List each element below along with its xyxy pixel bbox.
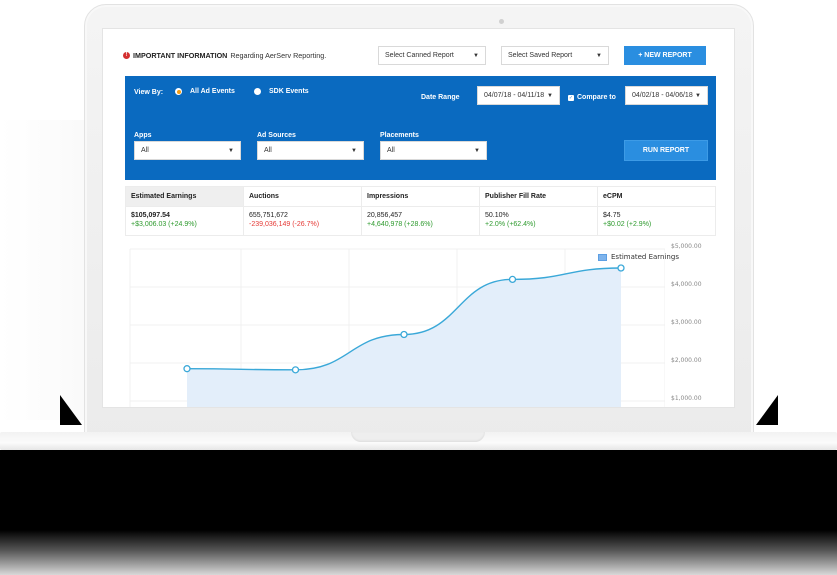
data-point[interactable] [183,365,191,373]
metric-ecpm[interactable]: eCPM $4.75 +$0.02 (+2.9%) [598,187,715,235]
date-range-label: Date Range [421,94,460,101]
metric-delta: -239,036,149 (-26.7%) [249,221,320,228]
metric-auctions[interactable]: Auctions 655,751,672 -239,036,149 (-26.7… [244,187,362,235]
metric-estimated-earnings[interactable]: Estimated Earnings $105,097.54 +$3,006.0… [126,187,244,235]
metric-delta: +$0.02 (+2.9%) [603,221,652,228]
caret-down-icon: ▼ [695,92,701,99]
caret-down-icon: ▼ [228,147,234,154]
compare-to-checkbox[interactable]: ✓ Compare to [568,94,616,101]
apps-value: All [141,147,149,154]
earnings-chart: Estimated Earnings $5,000.00 $4,000.00 $… [125,241,734,407]
metric-value: 655,751,672 [249,212,288,219]
date-range-value: 04/07/18 - 04/11/18 [484,92,545,99]
placements-select[interactable]: All ▼ [380,141,487,160]
y-tick-label: $3,000.00 [671,319,702,326]
metric-value: $105,097.54 [131,212,170,219]
laptop-shadow-left [60,395,82,425]
laptop-shadow-right [756,395,778,425]
y-tick-label: $1,000.00 [671,395,702,402]
ad-sources-value: All [264,147,272,154]
radio-all-ad-events[interactable]: All Ad Events [175,88,235,95]
caret-down-icon: ▼ [547,92,553,99]
placements-label: Placements [380,132,419,139]
data-point[interactable] [400,330,408,339]
canned-report-select[interactable]: Select Canned Report ▼ [378,46,486,65]
ad-sources-select[interactable]: All ▼ [257,141,364,160]
radio-label: All Ad Events [190,88,235,95]
radio-unchecked-icon [254,88,261,95]
saved-report-value: Select Saved Report [508,52,573,59]
floor-reflection [0,530,837,575]
metric-value: 20,856,457 [367,212,403,219]
radio-checked-icon [175,88,182,95]
saved-report-select[interactable]: Select Saved Report ▼ [501,46,609,65]
metric-title: Publisher Fill Rate [480,187,597,207]
canned-report-value: Select Canned Report [385,52,454,59]
metric-delta: +$3,006.03 (+24.9%) [131,221,197,228]
data-point[interactable] [291,366,300,374]
metric-title: Estimated Earnings [126,187,243,207]
floor-shadow [0,450,837,530]
apps-select[interactable]: All ▼ [134,141,241,160]
metric-title: Impressions [362,187,479,207]
legend-label: Estimated Earnings [611,253,679,261]
radio-sdk-events[interactable]: SDK Events [254,88,309,95]
caret-down-icon: ▼ [474,147,480,154]
data-point[interactable] [617,264,625,272]
caret-down-icon: ▼ [473,52,479,59]
run-report-button[interactable]: RUN REPORT [625,141,707,160]
chart-plot-area [129,248,665,407]
metric-publisher-fill-rate[interactable]: Publisher Fill Rate 50.10% +2.0% (+62.4%… [480,187,598,235]
y-tick-label: $2,000.00 [671,357,702,364]
placements-value: All [387,147,395,154]
compare-to-label: Compare to [577,94,616,101]
caret-down-icon: ▼ [351,147,357,154]
compare-range-value: 04/02/18 - 04/06/18 [632,92,693,99]
checkbox-checked-icon: ✓ [568,94,574,101]
y-tick-label: $4,000.00 [671,281,702,288]
laptop-opening-notch [351,432,485,442]
data-point[interactable] [508,275,517,284]
y-tick-label: $5,000.00 [671,243,702,250]
filter-panel: View By: All Ad Events SDK Events Date R… [125,76,716,180]
backdrop-left [0,120,84,420]
camera-icon [499,19,504,24]
metrics-summary: Estimated Earnings $105,097.54 +$3,006.0… [125,186,716,236]
metric-delta: +4,640,978 (+28.6%) [367,221,433,228]
apps-label: Apps [134,132,152,139]
view-by-label: View By: [134,89,164,96]
laptop-screen: ! IMPORTANT INFORMATION Regarding AerSer… [102,28,735,408]
ad-sources-label: Ad Sources [257,132,296,139]
radio-label: SDK Events [269,88,309,95]
metric-title: Auctions [244,187,361,207]
important-info-banner[interactable]: ! IMPORTANT INFORMATION Regarding AerSer… [123,51,326,60]
caret-down-icon: ▼ [596,52,602,59]
metric-value: $4.75 [603,212,621,219]
metric-value: 50.10% [485,212,509,219]
metric-delta: +2.0% (+62.4%) [485,221,536,228]
date-range-select[interactable]: 04/07/18 - 04/11/18 ▼ [477,86,560,105]
new-report-button[interactable]: + NEW REPORT [624,46,706,65]
metric-impressions[interactable]: Impressions 20,856,457 +4,640,978 (+28.6… [362,187,480,235]
legend-swatch-icon [598,253,607,261]
info-text: Regarding AerServ Reporting. [230,51,327,60]
chart-legend[interactable]: Estimated Earnings [598,253,679,261]
metric-title: eCPM [598,187,715,207]
alert-circle-icon: ! [123,52,130,59]
info-prefix: IMPORTANT INFORMATION [133,51,228,60]
compare-range-select[interactable]: 04/02/18 - 04/06/18 ▼ [625,86,708,105]
